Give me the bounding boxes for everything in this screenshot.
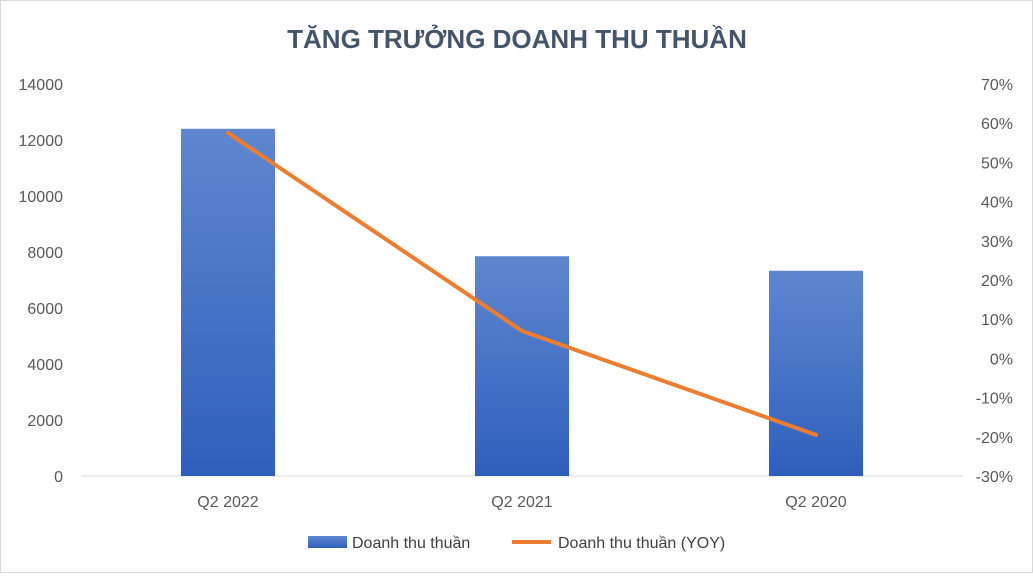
left-tick-label: 10000 bbox=[19, 189, 64, 206]
left-tick-label: 8000 bbox=[27, 245, 63, 262]
x-tick-label: Q2 2022 bbox=[197, 494, 258, 511]
right-tick-label: -20% bbox=[976, 430, 1013, 447]
left-tick-label: 6000 bbox=[27, 301, 63, 318]
right-tick-label: 20% bbox=[981, 273, 1013, 290]
right-tick-label: 10% bbox=[981, 312, 1013, 329]
left-axis: 0 2000 4000 6000 8000 10000 12000 14000 bbox=[19, 77, 64, 486]
yoy-point bbox=[226, 131, 230, 135]
bar bbox=[768, 270, 864, 476]
left-tick-label: 14000 bbox=[19, 77, 64, 94]
bar-series bbox=[180, 128, 864, 477]
x-axis: Q2 2022 Q2 2021 Q2 2020 bbox=[197, 494, 846, 511]
legend-swatch-bar bbox=[308, 536, 347, 548]
x-tick-label: Q2 2021 bbox=[491, 494, 552, 511]
yoy-point bbox=[520, 328, 524, 333]
right-tick-label: 0% bbox=[990, 351, 1013, 368]
bar bbox=[180, 128, 276, 477]
right-axis: -30% -20% -10% 0% 10% 20% 30% 40% 50% 60% 70% bbox=[976, 77, 1013, 486]
yoy-point bbox=[814, 432, 818, 437]
legend: Doanh thu thuần Doanh thu thuần (YOY) bbox=[308, 535, 725, 552]
right-tick-label: 50% bbox=[981, 155, 1013, 172]
left-tick-label: 2000 bbox=[27, 413, 63, 430]
chart-title: TĂNG TRƯỞNG DOANH THU THUẦN bbox=[287, 23, 747, 54]
left-tick-label: 4000 bbox=[27, 357, 63, 374]
right-tick-label: 70% bbox=[981, 77, 1013, 94]
right-tick-label: 30% bbox=[981, 234, 1013, 251]
left-tick-label: 12000 bbox=[19, 133, 64, 150]
line-series bbox=[226, 131, 818, 437]
right-tick-label: -30% bbox=[976, 469, 1013, 486]
x-tick-label: Q2 2020 bbox=[785, 494, 846, 511]
right-tick-label: -10% bbox=[976, 391, 1013, 408]
legend-label-bar: Doanh thu thuần bbox=[352, 535, 470, 552]
left-tick-label: 0 bbox=[54, 469, 63, 486]
legend-label-line: Doanh thu thuần (YOY) bbox=[558, 535, 725, 552]
bar bbox=[474, 256, 570, 476]
right-tick-label: 60% bbox=[981, 116, 1013, 133]
right-tick-label: 40% bbox=[981, 195, 1013, 212]
